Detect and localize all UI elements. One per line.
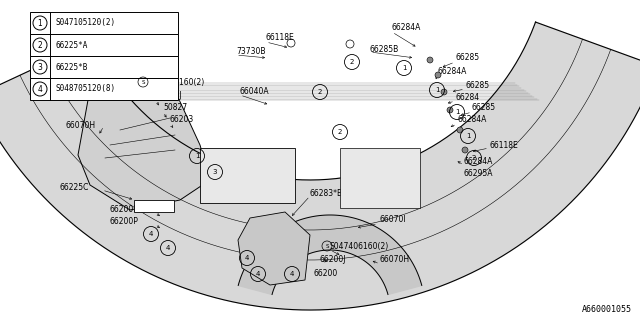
Text: 66203: 66203 [170,116,195,124]
Text: 66284A: 66284A [392,23,421,33]
Text: 66200: 66200 [313,269,337,278]
Text: 66070H: 66070H [380,255,410,265]
Circle shape [441,89,447,95]
Text: 66200P: 66200P [110,218,139,227]
Text: S047406160(2): S047406160(2) [146,77,205,86]
Text: 66118E: 66118E [266,34,295,43]
Text: 66070I: 66070I [380,215,406,225]
Circle shape [427,57,433,63]
Text: S: S [325,244,329,249]
Text: 4: 4 [166,245,170,251]
Text: 1: 1 [435,87,439,93]
Text: 66284: 66284 [455,92,479,101]
Text: 66118E: 66118E [489,140,518,149]
Text: 66284A: 66284A [437,68,467,76]
Text: 2: 2 [38,41,42,50]
Text: 4: 4 [149,231,153,237]
Text: 3: 3 [38,62,42,71]
Bar [30,12,178,34]
Text: 66284A: 66284A [457,116,486,124]
Text: 1: 1 [455,109,460,115]
Text: 66040A: 66040A [240,87,269,97]
Text: 2: 2 [338,129,342,135]
Text: 66225C: 66225C [60,183,90,193]
Text: 66225*B: 66225*B [55,62,88,71]
Text: 3: 3 [212,169,217,175]
Text: S048705120(8): S048705120(8) [55,84,115,93]
Polygon shape [238,215,422,294]
Text: 50827: 50827 [163,103,187,113]
Circle shape [457,127,463,133]
Text: 1: 1 [38,19,42,28]
Text: 66070J: 66070J [156,92,182,100]
Text: A660001055: A660001055 [582,305,632,314]
Text: S047105120(2): S047105120(2) [55,19,115,28]
Circle shape [447,107,453,113]
Bar [30,56,178,78]
Text: 1: 1 [466,133,470,139]
Bar [340,148,420,208]
Text: 66283*B: 66283*B [310,189,343,198]
Text: 66295A: 66295A [464,170,493,179]
Text: 4: 4 [38,84,42,93]
Text: S: S [141,79,145,84]
Text: 66285B: 66285B [370,45,399,54]
Text: 2: 2 [472,155,476,161]
Polygon shape [238,212,310,285]
Text: 66284A: 66284A [464,157,493,166]
Bar [30,78,178,100]
Text: 66285: 66285 [455,53,479,62]
Bar [200,148,295,203]
Text: 1: 1 [402,65,406,71]
Polygon shape [0,22,640,310]
Text: 4: 4 [256,271,260,277]
Text: 2: 2 [350,59,354,65]
Text: S047406160(2): S047406160(2) [330,242,389,251]
Text: 66225*A: 66225*A [55,41,88,50]
Text: 73730B: 73730B [236,47,266,57]
Text: 1: 1 [195,153,199,159]
Text: 66285: 66285 [472,103,496,113]
Text: 4: 4 [245,255,249,261]
Text: 66200J: 66200J [320,255,346,265]
Text: 4: 4 [290,271,294,277]
Bar [30,34,178,56]
Text: 66285: 66285 [465,81,489,90]
Polygon shape [78,80,210,210]
Text: 2: 2 [318,89,322,95]
Circle shape [435,72,441,78]
Bar [134,200,174,212]
Text: 66200N: 66200N [110,205,140,214]
Circle shape [462,147,468,153]
Text: 66070H: 66070H [66,122,96,131]
